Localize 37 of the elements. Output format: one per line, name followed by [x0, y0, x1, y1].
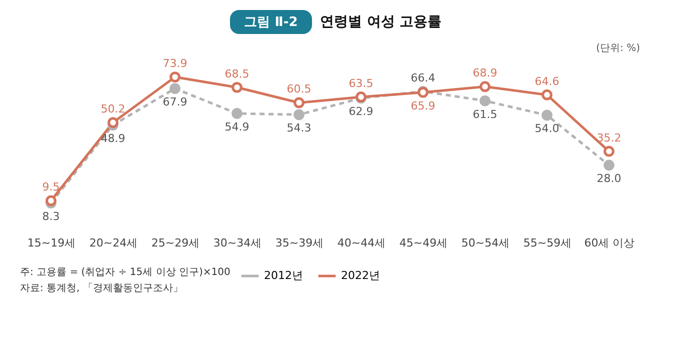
x-tick-label: 60세 이상	[584, 236, 635, 250]
data-label: 68.5	[224, 67, 250, 80]
text: 자료: 통계청, 「경제활동인구조사」	[20, 282, 183, 294]
text: (단위: %)	[596, 43, 640, 54]
data-label: 50.2	[100, 102, 126, 116]
data-label: 65.9	[410, 99, 436, 112]
x-tick-label: 50~54세	[461, 236, 510, 250]
data-label: 68.9	[472, 66, 498, 80]
data-label: 66.4	[410, 71, 436, 84]
data-label: 54.0	[534, 122, 560, 136]
legend-label: 2022년	[341, 269, 380, 282]
data-label: 54.3	[286, 122, 312, 135]
data-label: 63.5	[348, 76, 374, 90]
x-tick-label: 45~49세	[399, 236, 448, 250]
data-label: 8.3	[42, 210, 60, 223]
x-tick-label: 55~59세	[523, 236, 572, 250]
x-tick-label: 30~34세	[213, 236, 262, 250]
data-label: 35.2	[596, 131, 622, 144]
data-label: 73.9	[162, 57, 188, 70]
legend-label: 2012년	[264, 269, 303, 282]
data-label: 64.6	[534, 74, 560, 88]
x-tick-label: 20~24세	[89, 236, 138, 250]
x-tick-label: 25~29세	[151, 236, 200, 250]
data-label: 28.0	[596, 172, 622, 186]
x-tick-label: 15~19세	[27, 236, 76, 250]
data-label: 60.5	[286, 82, 312, 96]
data-label: 62.9	[348, 105, 374, 118]
data-label: 9.5	[42, 180, 60, 194]
text: 주: 고용률 = (취업자 ÷ 15세 이상 인구)×100	[20, 267, 230, 278]
data-label: 67.9	[162, 96, 188, 109]
data-label: 48.9	[100, 132, 126, 146]
data-label: 61.5	[472, 108, 498, 121]
x-tick-label: 35~39세	[275, 236, 324, 250]
data-label: 54.9	[224, 120, 250, 134]
text: 그림 Ⅱ-2	[244, 15, 298, 30]
chart-title: 연령별 여성 고용률	[320, 14, 442, 30]
x-tick-label: 40~44세	[337, 236, 386, 250]
